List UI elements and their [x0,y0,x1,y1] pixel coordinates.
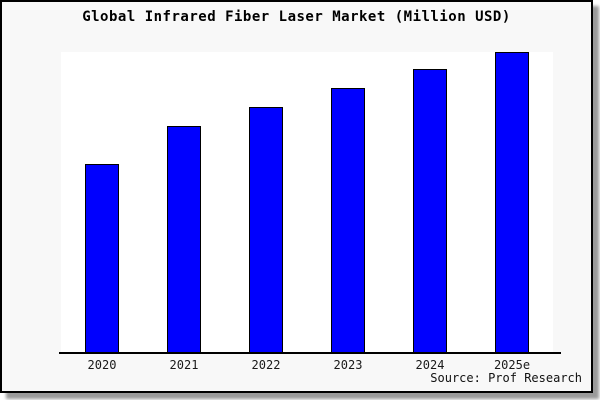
chart-title: Global Infrared Fiber Laser Market (Mill… [82,9,511,25]
bar-2020 [85,164,119,353]
x-axis-labels: 2020 2021 2022 2023 2024 2025e [61,358,553,372]
bar-2024 [413,69,447,353]
x-axis-line [59,352,561,354]
bar-2022 [249,107,283,353]
x-tick-label-2024: 2024 [415,358,445,372]
x-tick-label-2022: 2022 [251,358,281,372]
bar-slot-2025e [471,52,553,353]
bar-2023 [331,88,365,353]
bar-slot-2020 [61,52,143,353]
bar-slot-2021 [143,52,225,353]
x-tick-label-2020: 2020 [87,358,117,372]
plot-area [61,52,553,353]
bar-slot-2023 [307,52,389,353]
x-tick-label-2021: 2021 [169,358,199,372]
bar-2021 [167,126,201,353]
bar-slot-2022 [225,52,307,353]
x-tick-label-2025e: 2025e [493,358,531,372]
bar-slot-2024 [389,52,471,353]
bar-2025e [495,52,529,353]
chart-frame: Global Infrared Fiber Laser Market (Mill… [0,0,593,393]
x-tick-label-2023: 2023 [333,358,363,372]
source-note: Source: Prof Research [430,371,582,385]
